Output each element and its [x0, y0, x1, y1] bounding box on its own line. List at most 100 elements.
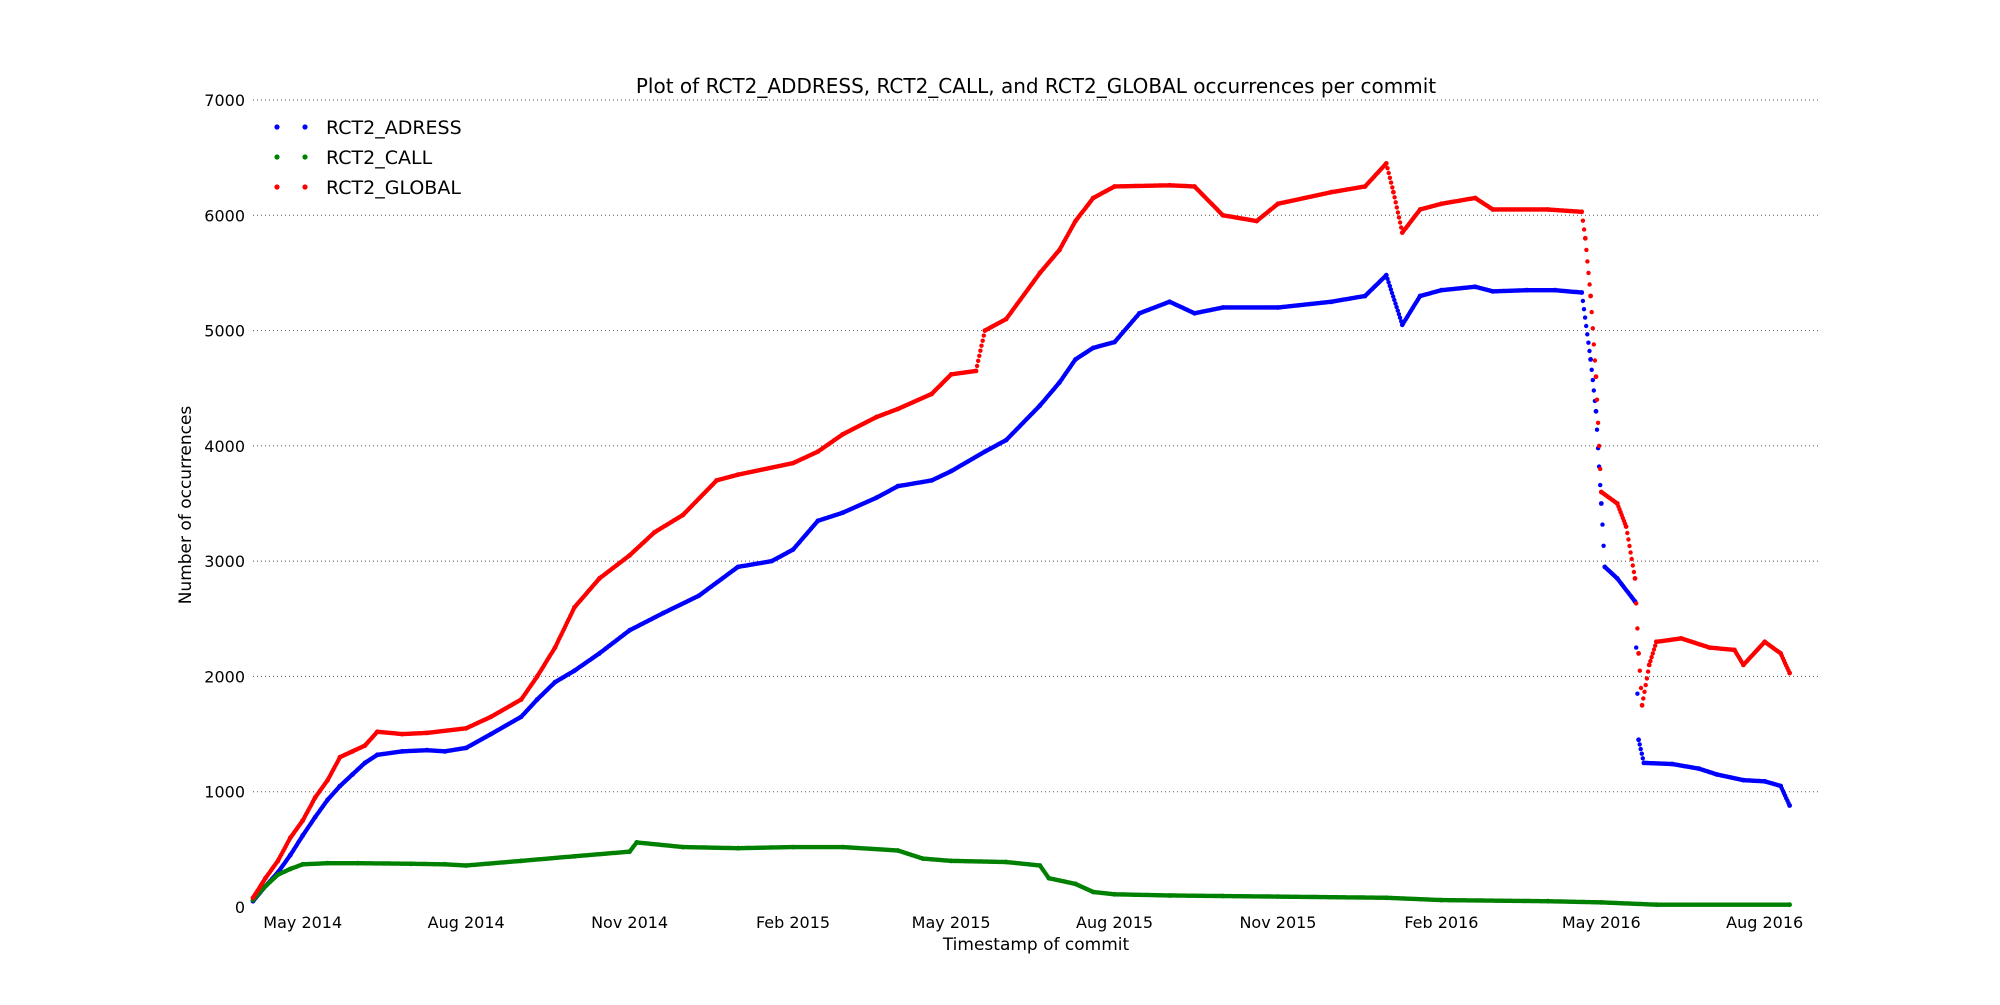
data-point [1637, 668, 1643, 673]
data-point [1385, 276, 1390, 281]
data-point [1637, 742, 1642, 747]
data-point [1639, 702, 1645, 708]
data-point [1394, 205, 1400, 210]
x-tick-label: May 2015 [912, 913, 991, 932]
data-point [1389, 290, 1395, 296]
data-point [1636, 737, 1641, 743]
data-point [1635, 626, 1640, 631]
data-point [1396, 215, 1402, 220]
data-point [1585, 332, 1590, 337]
data-point [1587, 282, 1592, 287]
data-point [1644, 676, 1650, 681]
legend-label: RCT2_GLOBAL [326, 177, 461, 199]
data-point [973, 368, 979, 374]
data-point [1787, 902, 1792, 908]
data-point [1642, 689, 1647, 694]
series-rct2_call [250, 840, 1792, 908]
legend-marker [302, 154, 308, 160]
data-point [1395, 210, 1401, 215]
data-point [1386, 280, 1391, 285]
x-tick-label: May 2016 [1562, 913, 1641, 932]
y-tick-label: 1000 [204, 783, 245, 802]
y-tick-label: 3000 [204, 552, 245, 571]
data-point [1653, 643, 1658, 648]
data-point [1580, 218, 1586, 223]
data-point [1387, 175, 1393, 180]
data-point [1387, 283, 1393, 289]
series-rct2_adress [250, 272, 1792, 904]
data-point [1582, 235, 1588, 241]
data-point [1638, 746, 1643, 752]
x-tick-label: Feb 2015 [756, 913, 830, 932]
data-point [1392, 297, 1397, 303]
data-point [1388, 287, 1394, 292]
data-point [1634, 601, 1639, 606]
data-point [1590, 326, 1596, 331]
data-series [250, 161, 1792, 908]
data-point [1598, 482, 1603, 488]
legend-marker [302, 124, 308, 130]
data-point [1623, 524, 1629, 529]
data-point [976, 358, 981, 363]
data-point [1635, 691, 1640, 696]
data-point [1593, 374, 1599, 380]
data-point [974, 363, 980, 369]
data-point [1650, 651, 1656, 656]
legend-label: RCT2_CALL [326, 147, 433, 169]
data-point [1787, 670, 1792, 676]
data-point [1590, 377, 1596, 383]
data-point [1634, 645, 1639, 650]
data-point [1579, 290, 1585, 295]
data-point [1392, 195, 1397, 200]
data-point [1397, 315, 1403, 320]
data-point [1580, 298, 1586, 304]
data-point [1593, 408, 1599, 414]
data-point [1589, 309, 1594, 315]
x-axis-label: Timestamp of commit [942, 935, 1130, 955]
data-point [1588, 357, 1593, 362]
y-tick-label: 5000 [204, 322, 245, 341]
data-point [1629, 556, 1634, 562]
data-point [1394, 304, 1399, 310]
data-point [1592, 358, 1598, 363]
data-point [1649, 655, 1654, 660]
data-point [1598, 501, 1604, 506]
data-point [1594, 427, 1600, 432]
x-tick-label: Aug 2016 [1726, 913, 1803, 932]
data-point [1586, 270, 1591, 276]
data-point [1391, 294, 1396, 299]
legend-marker [302, 184, 308, 190]
data-point [1631, 569, 1637, 575]
data-point [981, 333, 986, 338]
data-point [1596, 443, 1602, 449]
data-point [1646, 662, 1652, 668]
data-point [1643, 682, 1648, 688]
series-rct2_global [250, 161, 1792, 901]
data-point [1640, 756, 1646, 761]
data-point [1648, 658, 1653, 664]
data-point [1399, 225, 1404, 230]
data-point [1386, 170, 1391, 176]
data-point [1600, 522, 1605, 527]
data-point [1625, 530, 1630, 536]
data-point [1383, 161, 1389, 166]
legend-marker [274, 154, 280, 160]
data-point [1390, 185, 1395, 190]
data-point [1589, 367, 1594, 372]
data-point [1636, 651, 1641, 656]
data-point [1588, 293, 1593, 299]
legend-marker [274, 124, 280, 130]
data-point [1632, 576, 1638, 581]
legend-marker [274, 184, 280, 190]
data-point [1584, 323, 1589, 329]
data-point [1385, 166, 1390, 171]
legend: RCT2_ADRESS RCT2_CALL RCT2_GLOBAL [274, 117, 462, 199]
data-point [1393, 301, 1398, 306]
data-point [1601, 543, 1606, 548]
data-point [1645, 669, 1651, 674]
data-point [1591, 388, 1597, 393]
x-tick-label: Nov 2015 [1239, 913, 1316, 932]
y-tick-label: 7000 [204, 91, 245, 110]
data-point [1393, 200, 1398, 205]
